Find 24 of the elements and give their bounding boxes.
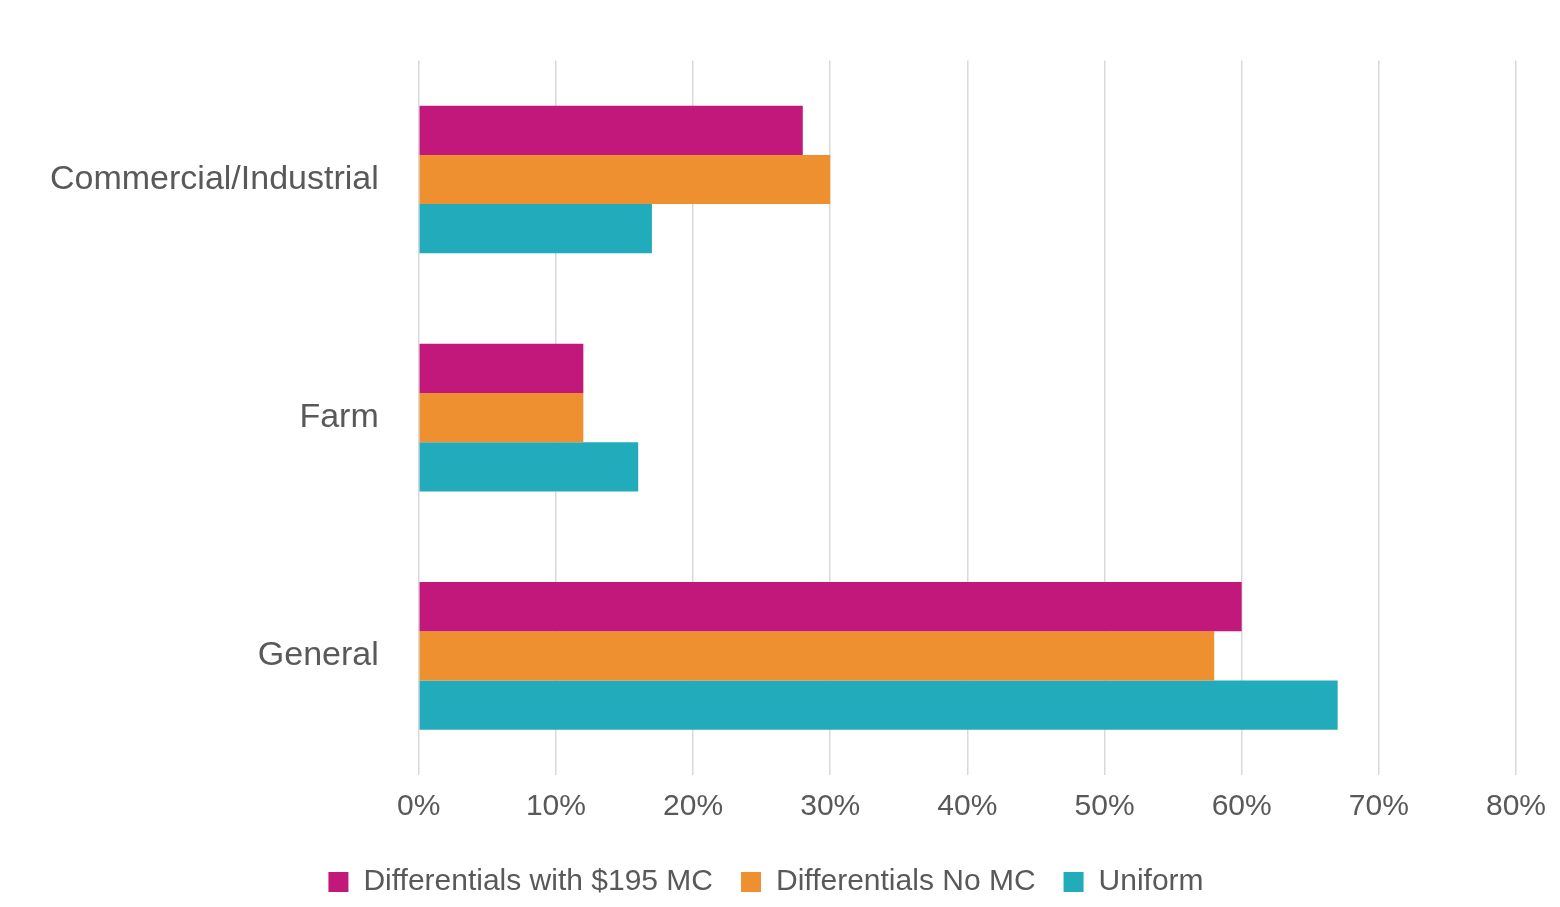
y-tick-label: General bbox=[257, 634, 379, 673]
bar bbox=[419, 582, 1242, 632]
legend-label: Uniform bbox=[1098, 863, 1204, 897]
x-tick-label: 0% bbox=[397, 788, 441, 822]
x-tick-label: 70% bbox=[1348, 788, 1409, 822]
y-tick-label: Farm bbox=[299, 396, 379, 435]
legend-label: Differentials No MC bbox=[776, 863, 1036, 897]
bar bbox=[419, 343, 584, 394]
bar bbox=[419, 680, 1338, 730]
bar bbox=[419, 204, 652, 254]
x-tick-label: 30% bbox=[800, 788, 861, 822]
bar bbox=[419, 442, 639, 492]
y-tick-label: Commercial/Industrial bbox=[50, 157, 379, 196]
x-tick-label: 40% bbox=[937, 788, 998, 822]
bar bbox=[419, 631, 1215, 681]
legend-label: Differentials with $195 MC bbox=[363, 863, 714, 897]
x-tick-label: 80% bbox=[1485, 788, 1546, 822]
x-tick-label: 50% bbox=[1074, 788, 1135, 822]
bar bbox=[419, 154, 831, 205]
bar bbox=[419, 393, 584, 443]
x-tick-label: 20% bbox=[663, 788, 724, 822]
x-tick-label: 10% bbox=[525, 788, 586, 822]
bar bbox=[419, 105, 803, 155]
x-tick-label: 60% bbox=[1211, 788, 1272, 822]
